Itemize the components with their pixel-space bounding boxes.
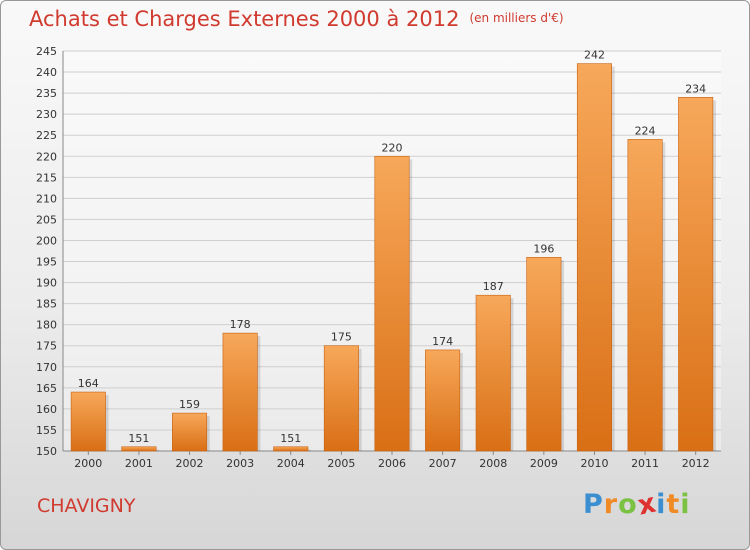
x-tick-label: 2001: [125, 457, 153, 470]
logo-letter: i: [656, 489, 667, 520]
logo-letter: r: [603, 489, 619, 520]
x-tick-label: 2012: [682, 457, 710, 470]
y-tick-label: 220: [36, 150, 57, 163]
bar: [425, 349, 461, 452]
bar: [172, 412, 208, 452]
bar-value-label: 234: [685, 82, 706, 95]
y-tick-label: 160: [36, 403, 57, 416]
logo-letter: P: [583, 489, 604, 520]
y-tick-label: 215: [36, 171, 57, 184]
y-tick-label: 155: [36, 424, 57, 437]
y-tick-label: 200: [36, 234, 57, 247]
x-tick-label: 2007: [429, 457, 457, 470]
chart-unit: (en milliers d'€): [469, 11, 564, 25]
bar-value-label: 151: [128, 432, 149, 445]
bar-value-label: 220: [382, 141, 403, 154]
bar-value-label: 242: [584, 49, 605, 62]
y-tick-label: 245: [36, 45, 57, 58]
bar: [121, 446, 157, 452]
bar: [273, 446, 309, 452]
bar-value-label: 174: [432, 335, 453, 348]
x-tick-label: 2011: [631, 457, 659, 470]
logo-letter: o: [618, 489, 638, 520]
y-tick-label: 150: [36, 445, 57, 458]
chart-title-text: Achats et Charges Externes 2000 à 2012: [29, 7, 460, 31]
bar: [526, 257, 562, 452]
y-tick-label: 240: [36, 66, 57, 79]
y-tick-label: 180: [36, 319, 57, 332]
y-tick-label: 170: [36, 361, 57, 374]
x-tick-label: 2006: [378, 457, 406, 470]
bar: [374, 155, 410, 452]
y-tick-label: 190: [36, 277, 57, 290]
bar-value-label: 151: [280, 432, 301, 445]
x-tick-label: 2003: [226, 457, 254, 470]
logo-letter: i: [680, 489, 691, 520]
x-tick-label: 2009: [530, 457, 558, 470]
bar-value-label: 196: [533, 242, 554, 255]
y-tick-label: 210: [36, 192, 57, 205]
bar-value-label: 187: [483, 280, 504, 293]
bar: [222, 332, 258, 452]
bar-value-label: 175: [331, 331, 352, 344]
bar: [323, 345, 359, 452]
y-tick-label: 165: [36, 382, 57, 395]
y-tick-label: 205: [36, 213, 57, 226]
proxiti-logo: Proxiti: [583, 487, 691, 521]
bar: [70, 391, 106, 452]
city-name: CHAVIGNY: [37, 495, 136, 517]
chart-title: Achats et Charges Externes 2000 à 2012 (e…: [29, 7, 564, 31]
y-tick-label: 195: [36, 256, 57, 269]
y-tick-label: 225: [36, 129, 57, 142]
x-tick-label: 2005: [327, 457, 355, 470]
x-tick-label: 2010: [580, 457, 608, 470]
y-tick-label: 230: [36, 108, 57, 121]
bar-value-label: 224: [635, 124, 656, 137]
x-tick-label: 2008: [479, 457, 507, 470]
y-tick-label: 235: [36, 87, 57, 100]
bar: [678, 97, 714, 452]
logo-letter: t: [666, 489, 681, 520]
x-tick-label: 2000: [74, 457, 102, 470]
y-tick-label: 185: [36, 298, 57, 311]
bar-value-label: 178: [230, 318, 251, 331]
bar-value-label: 159: [179, 398, 200, 411]
bar: [475, 294, 511, 452]
y-tick-label: 175: [36, 340, 57, 353]
bar-value-label: 164: [78, 377, 99, 390]
bar: [627, 139, 663, 452]
x-tick-label: 2002: [176, 457, 204, 470]
bar: [576, 63, 612, 452]
x-tick-label: 2004: [277, 457, 305, 470]
